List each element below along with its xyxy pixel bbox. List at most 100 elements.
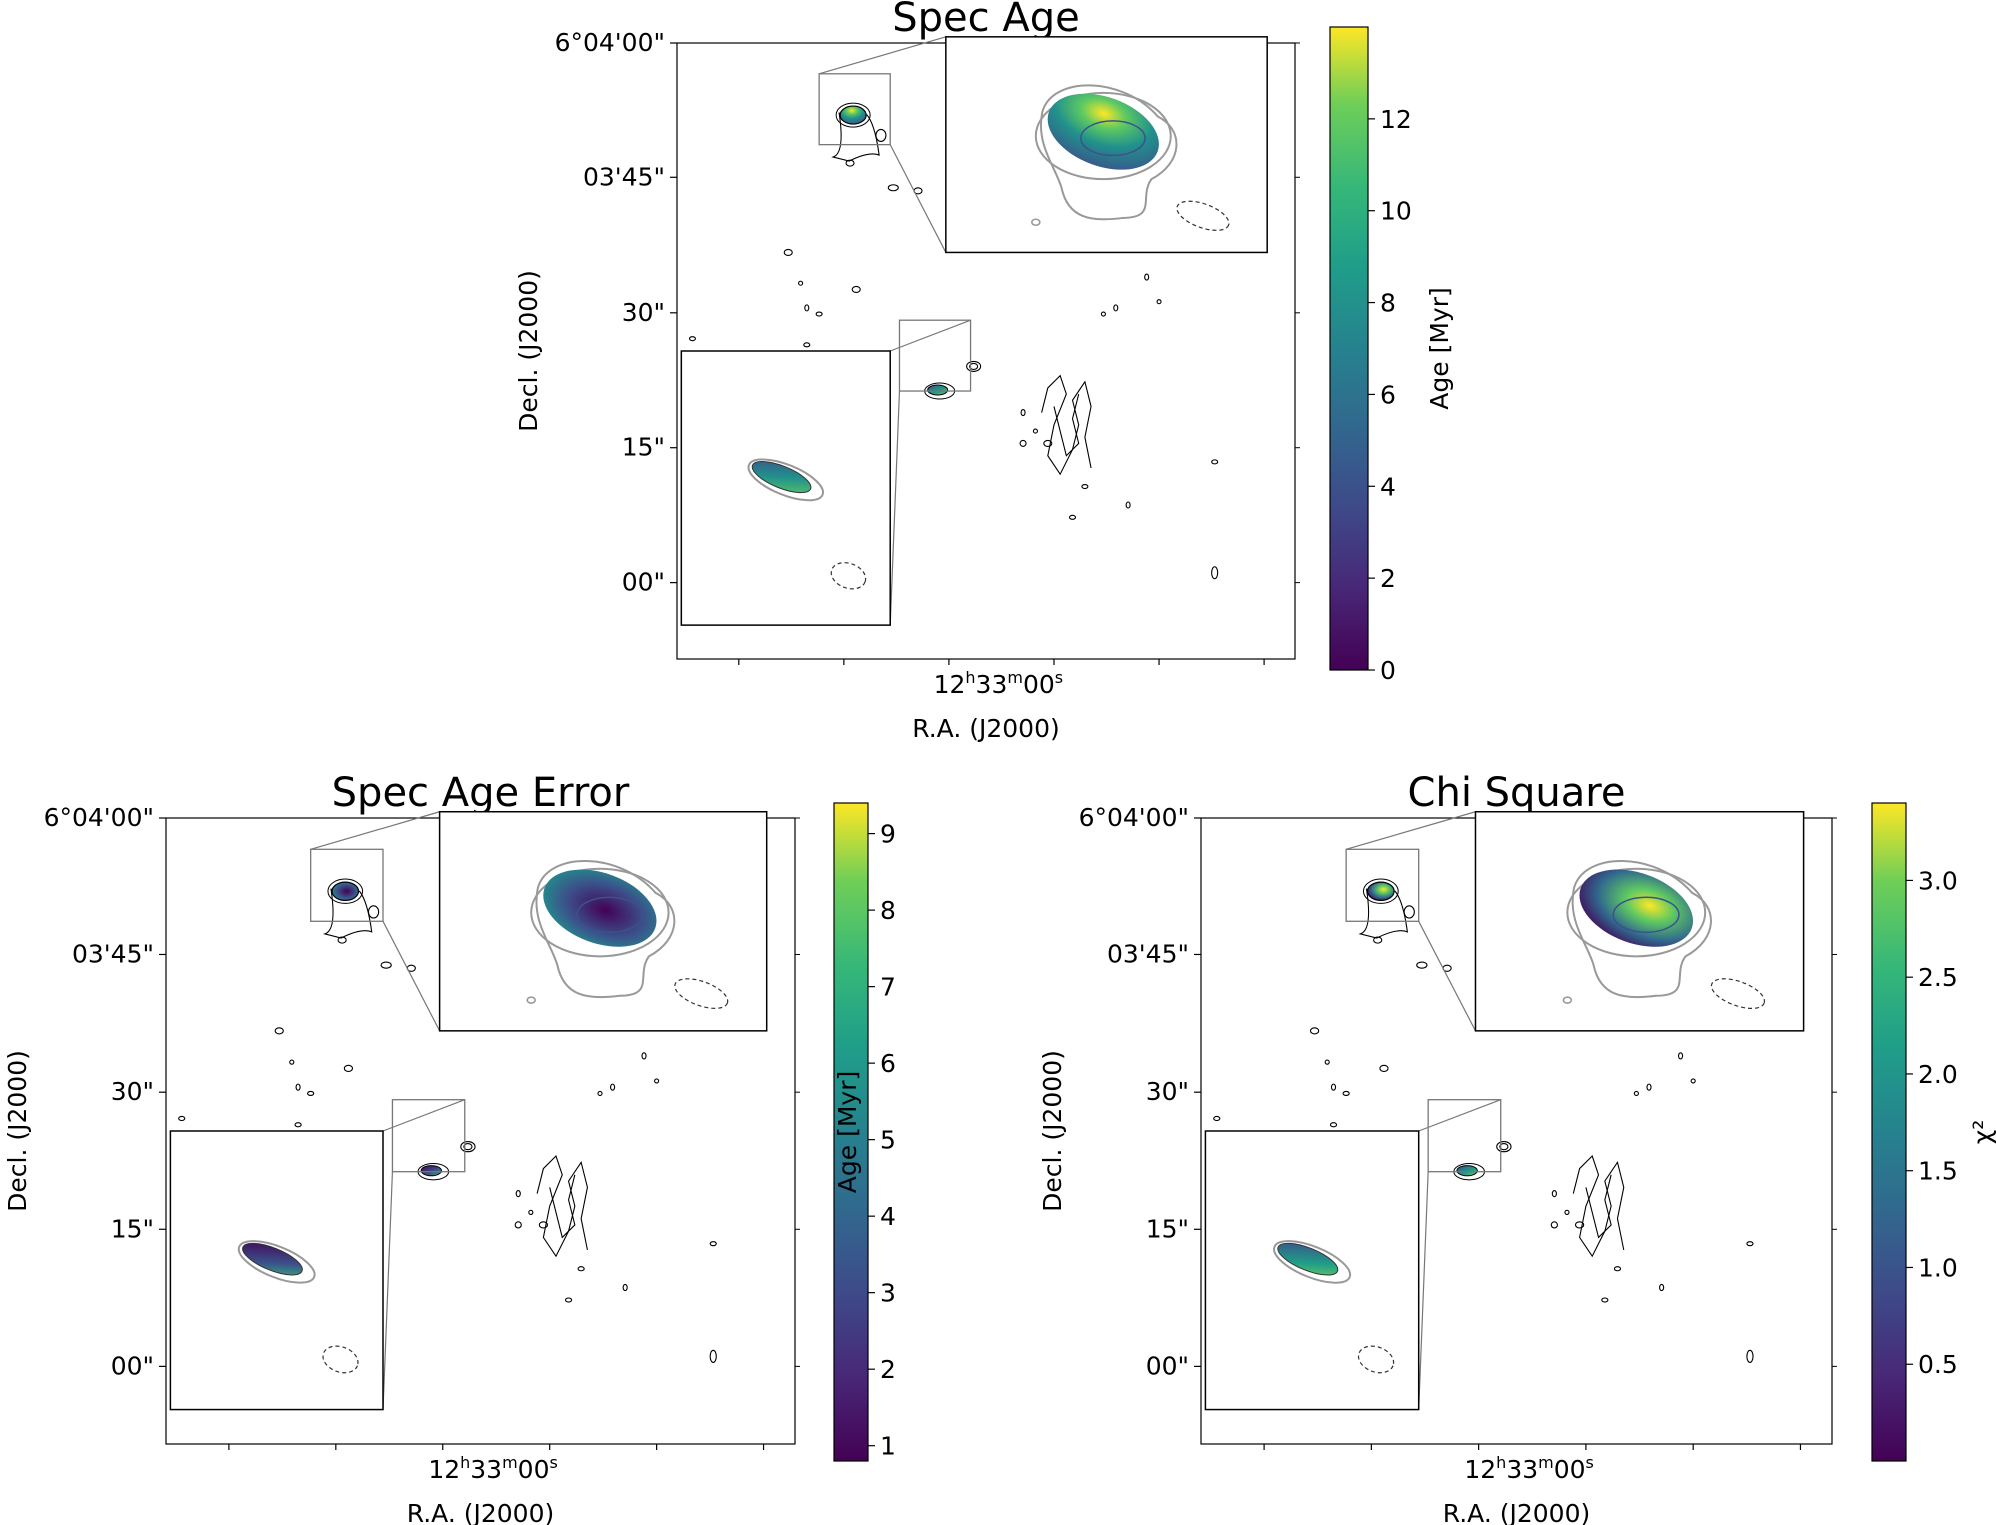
inset-lower [680,350,891,626]
colorbar-gradient [833,802,869,1462]
contour-blob [1551,1190,1557,1198]
dec-tick-label: 15" [622,433,665,462]
contour-blob [1019,439,1027,447]
contour-blob [289,1059,295,1065]
contour-blob [514,1221,522,1229]
contour-blob [1416,961,1428,969]
contour-blob [1330,1083,1337,1091]
upper-contour-blob [845,159,855,167]
ra-tick-part: m [502,1453,518,1472]
colorbar: 0 2 4 6 8 10 12 Age [Myr] [1329,26,1454,685]
ra-tick-part: 00 [518,1455,550,1484]
contour-blob [1309,1027,1320,1035]
inset-contour-outer [1040,84,1178,221]
contour-blob [966,360,982,372]
panel-spec-age: Spec Age6°04'00"03'45"30"15"00"12h33m00s… [514,0,1454,743]
upper-contour [835,102,871,128]
ra-tick-part: h [965,668,975,687]
upper-contour-outer [322,888,373,939]
contour-blob [1324,1059,1330,1065]
beam-ellipse [830,562,867,590]
ra-tick-part: 33 [976,670,1008,699]
inset-contour-mid [1034,91,1172,181]
colorbar-tick-label: 3.0 [1918,866,1958,895]
inset-upper [945,36,1268,254]
colorbar-gradient [1329,26,1369,671]
filament-contour [1572,1155,1625,1258]
upper-source [1358,878,1415,944]
colorbar-tick-label: 0.5 [1918,1350,1958,1379]
contour-blob [803,342,811,348]
colorbar-tick-label: 9 [880,820,896,849]
connector-line [1418,921,1477,1032]
contour-blob [804,304,810,312]
beam-ellipse [1357,1345,1395,1374]
contour-blob [1646,1083,1652,1091]
contour-blob [1068,514,1077,520]
panel-spec-age-error: Spec Age Error6°04'00"03'45"30"15"00"12h… [3,770,896,1525]
contour-blob [1144,273,1150,281]
contour-blob [463,1143,473,1151]
upper-contour-blob [367,905,380,919]
inset-contour-blob [526,996,536,1004]
contour-blob [1613,1266,1622,1272]
upper-contour-blob [1403,905,1415,919]
zoom-box-lower [391,1099,466,1173]
contour-blob [274,1027,284,1035]
inset-contour-inner [576,896,644,933]
inset-map [242,1242,303,1276]
contour-blob [688,336,697,342]
filament-contour [536,1155,588,1258]
contour-blob [1125,501,1131,509]
inset-contour-inner [1080,120,1146,157]
contour-blob [597,1090,603,1097]
inset-frame [945,36,1268,254]
contour-blob [460,1141,476,1153]
inset-contour-mid [1566,867,1707,958]
panel-title: Spec Age Error [332,770,630,816]
contour-blob [1550,1221,1558,1229]
colorbar-tick-label: 1.5 [1918,1157,1958,1186]
connector-line [382,1099,465,1132]
panel-chi-square: Chi Square6°04'00"03'45"30"15"00"12h33m0… [1038,770,1996,1525]
contour-blob [709,1241,717,1247]
colorbar-tick-label: 6 [880,1049,896,1078]
zoom-box-upper [1345,848,1420,922]
connector-line [1418,1171,1429,1410]
contour-blob [815,311,823,317]
inset-map [1047,93,1159,170]
upper-contour-blob [1373,936,1383,944]
y-axis-label: Decl. (J2000) [3,1050,32,1212]
dec-tick-label: 00" [622,568,665,597]
inset-lower [169,1130,384,1411]
lower-source-map [927,384,949,396]
contour-blob [307,1090,315,1097]
contour-blob [295,1083,301,1091]
contour-blob [709,1349,717,1364]
filament-contour [1041,374,1092,476]
contour-blob [1156,299,1162,305]
contour-blob [294,1122,302,1128]
contour-blob [1574,1221,1585,1229]
inset-upper [1474,810,1805,1032]
contour-blob [1690,1078,1696,1084]
beam-ellipse [1710,978,1766,1009]
ra-tick-part: 33 [470,1455,502,1484]
upper-source-map [1366,881,1395,901]
colorbar-tick-label: 6 [1380,380,1396,409]
upper-source-map [839,105,867,125]
contour-blob [1329,1122,1338,1128]
dec-tick-label: 00" [1146,1351,1189,1380]
inset-contour-outer [535,860,676,999]
connector-line [818,36,946,75]
ra-tick-part: s [1055,668,1063,687]
contour-blob [1032,428,1038,434]
contour-blob [610,1083,616,1091]
dec-tick-label: 6°04'00" [1079,803,1189,832]
connector-line [310,811,440,850]
connector-line [1418,1099,1501,1132]
contour-blob [1113,304,1119,312]
connector-line [1345,811,1476,850]
contour-blob [1379,1064,1389,1072]
colorbar-tick-label: 10 [1380,197,1412,226]
